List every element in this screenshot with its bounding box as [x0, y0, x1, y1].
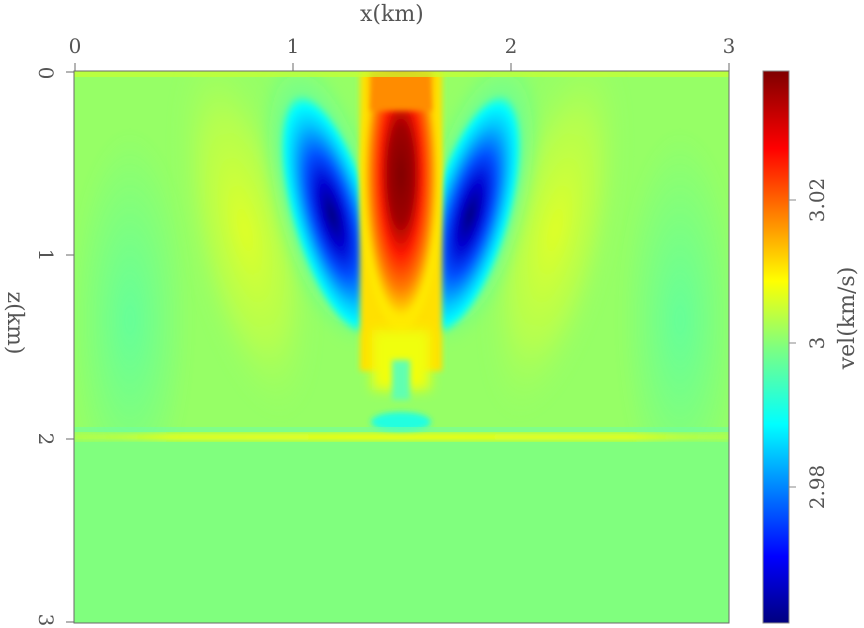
x-tick-label: 3 [722, 34, 736, 58]
plot-frame [73, 70, 730, 624]
y-axis-ticks [66, 71, 74, 623]
x-tick-label: 0 [68, 34, 82, 58]
colorbar-ticks [789, 199, 796, 488]
colorbar-tick-label: 2.98 [805, 464, 829, 510]
x-tick-label: 2 [504, 34, 518, 58]
y-tick-label: 3 [34, 613, 58, 627]
y-tick-label: 1 [34, 248, 58, 262]
x-axis-title: x(km) [360, 2, 424, 27]
y-axis-title: z(km) [2, 291, 27, 355]
x-tick-label: 1 [286, 34, 300, 58]
y-tick-label: 0 [34, 66, 58, 80]
colorbar-tick-label: 3 [805, 336, 829, 350]
colorbar [762, 70, 790, 624]
colorbar-title: vel(km/s) [835, 266, 860, 370]
colorbar-tick-label: 3.02 [805, 177, 829, 223]
y-tick-label: 2 [34, 432, 58, 446]
velocity-heatmap [74, 71, 729, 623]
x-axis-ticks [74, 63, 730, 71]
